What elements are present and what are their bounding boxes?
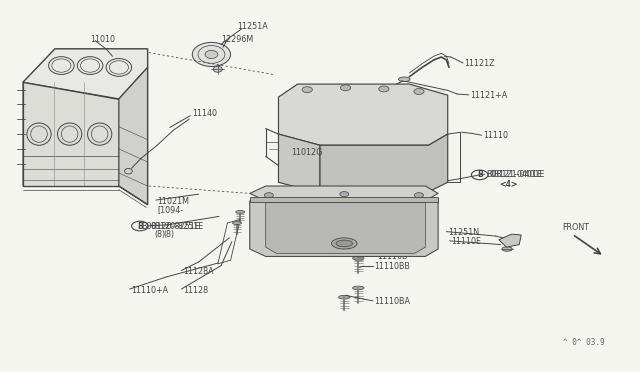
Ellipse shape [332, 238, 357, 249]
Ellipse shape [353, 286, 364, 290]
Bar [250, 197, 438, 202]
Text: 08121-0401E: 08121-0401E [489, 170, 542, 179]
Text: 08120-8251E: 08120-8251E [151, 221, 204, 231]
Text: 11251A: 11251A [237, 22, 268, 31]
Ellipse shape [192, 42, 230, 67]
Ellipse shape [353, 256, 364, 260]
Polygon shape [266, 203, 426, 253]
Ellipse shape [339, 295, 350, 299]
Text: 11110B: 11110B [378, 252, 408, 261]
Text: 11012G: 11012G [291, 148, 323, 157]
Polygon shape [250, 186, 438, 201]
Text: 11110+A: 11110+A [132, 286, 169, 295]
Text: FRONT: FRONT [563, 223, 589, 232]
Polygon shape [23, 82, 119, 186]
Text: 11121: 11121 [256, 198, 281, 207]
Text: 11121+A: 11121+A [470, 91, 508, 100]
Circle shape [302, 87, 312, 93]
Text: 11251N: 11251N [448, 228, 479, 237]
Text: 11110E: 11110E [452, 237, 481, 246]
Text: B: B [477, 170, 483, 179]
Text: ^ 0^ 03.9: ^ 0^ 03.9 [563, 338, 604, 347]
Text: 11110: 11110 [483, 131, 508, 141]
Polygon shape [250, 201, 438, 256]
Text: 11010: 11010 [90, 35, 115, 44]
Text: <4>: <4> [499, 180, 517, 189]
Circle shape [264, 193, 273, 198]
Circle shape [415, 193, 424, 198]
Text: 11110BA: 11110BA [374, 297, 410, 306]
Text: 11128A: 11128A [182, 267, 213, 276]
Circle shape [340, 85, 351, 91]
Text: B08121-0401E: B08121-0401E [486, 170, 545, 179]
Polygon shape [278, 84, 448, 145]
Ellipse shape [399, 77, 410, 81]
Polygon shape [320, 134, 448, 193]
Ellipse shape [205, 50, 218, 58]
Polygon shape [23, 49, 148, 99]
Ellipse shape [236, 211, 244, 214]
Ellipse shape [353, 245, 364, 249]
Circle shape [340, 192, 349, 197]
Text: 11110BB: 11110BB [374, 262, 410, 271]
Text: 11121Z: 11121Z [464, 59, 494, 68]
Polygon shape [119, 67, 148, 205]
Ellipse shape [232, 222, 241, 225]
Polygon shape [278, 134, 320, 193]
Text: 11128: 11128 [182, 286, 208, 295]
Circle shape [379, 86, 389, 92]
Ellipse shape [502, 247, 512, 251]
Text: 11140: 11140 [192, 109, 217, 118]
Polygon shape [499, 234, 521, 247]
Text: 11021M: 11021M [157, 197, 189, 206]
Text: B08120-8251E: B08120-8251E [141, 221, 200, 231]
Text: 12296M: 12296M [221, 35, 253, 44]
Ellipse shape [213, 66, 222, 72]
Text: (8): (8) [154, 230, 165, 240]
Text: [1094-: [1094- [157, 206, 183, 215]
Text: B: B [137, 221, 143, 231]
Circle shape [414, 89, 424, 94]
Text: 11112: 11112 [282, 207, 307, 216]
Ellipse shape [336, 240, 353, 247]
Text: (8): (8) [164, 230, 175, 240]
Text: <4>: <4> [499, 180, 517, 189]
